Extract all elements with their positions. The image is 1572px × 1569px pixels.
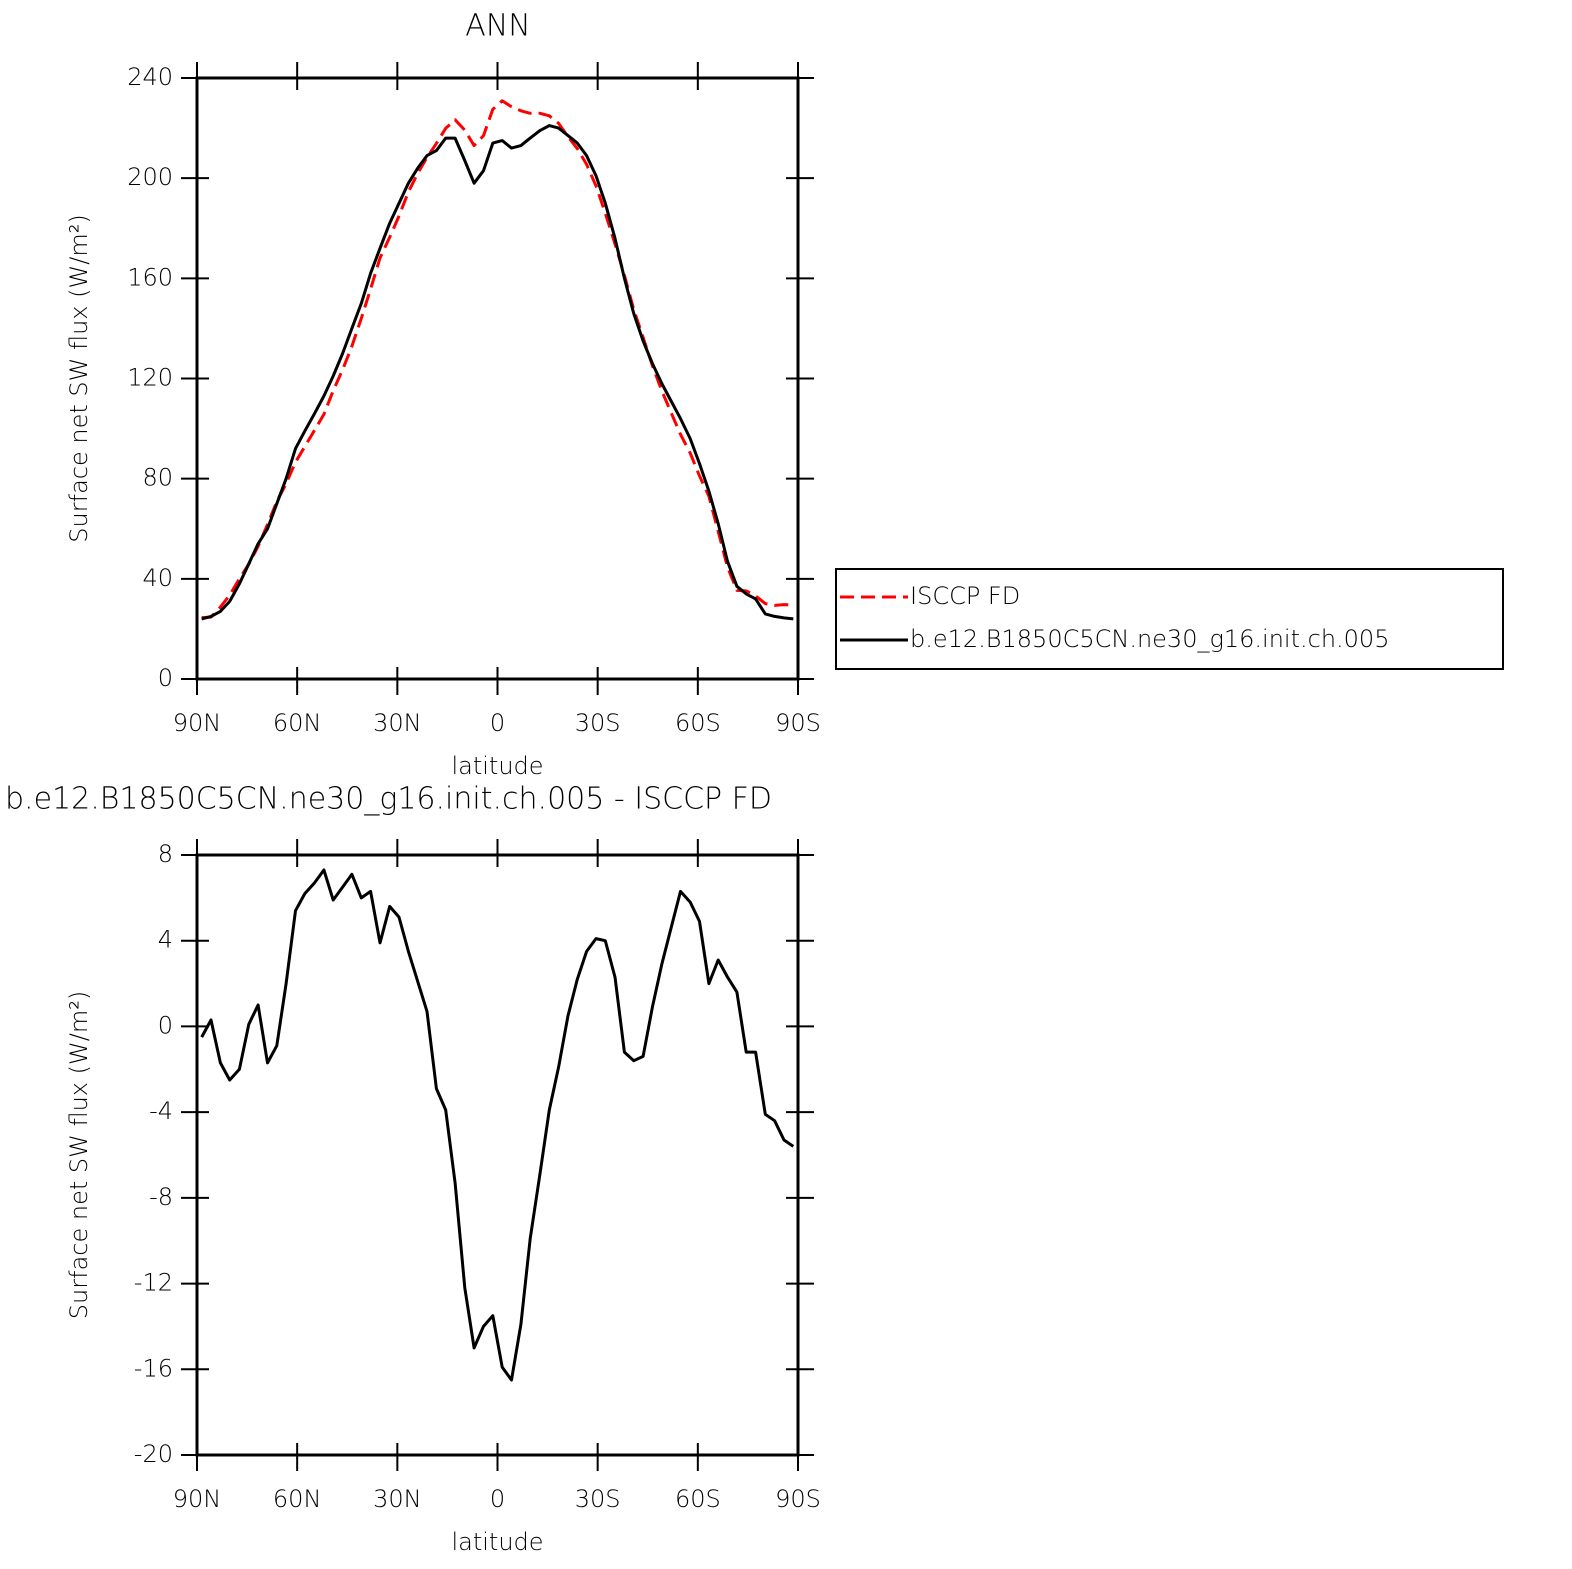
y-tick-label: -8: [149, 1183, 173, 1211]
x-axis-label: latitude: [451, 752, 543, 780]
y-tick-label: -12: [134, 1269, 173, 1297]
y-axis-label: Surface net SW flux (W/m²): [65, 991, 93, 1319]
x-tick-label: 0: [490, 709, 505, 737]
x-tick-label: 90S: [775, 1485, 821, 1513]
x-tick-label: 60N: [273, 1485, 322, 1513]
plot-frame: [195, 76, 800, 681]
y-tick-label: 4: [158, 926, 173, 954]
y-tick-label: 120: [127, 364, 173, 392]
x-tick-label: 60S: [675, 1485, 721, 1513]
legend-box: [835, 568, 1504, 670]
series-line: [201, 99, 794, 620]
y-tick-label: -16: [134, 1354, 173, 1382]
x-tick-label: 90S: [775, 709, 821, 737]
y-axis-label: Surface net SW flux (W/m²): [65, 214, 93, 542]
y-tick-label: -4: [149, 1097, 173, 1125]
y-tick-label: 200: [127, 163, 173, 191]
y-tick-label: 0: [158, 1011, 173, 1039]
y-tick-label: 160: [127, 263, 173, 291]
x-tick-label: 90N: [173, 709, 222, 737]
plot-frame: [195, 853, 800, 1457]
y-tick-label: -20: [134, 1440, 173, 1468]
y-tick-label: 80: [142, 464, 173, 492]
legend-label: ISCCP FD: [910, 582, 1020, 610]
y-tick-label: 240: [127, 63, 173, 91]
series-line: [201, 124, 794, 621]
x-axis-label: latitude: [451, 1528, 543, 1556]
x-tick-label: 60N: [273, 709, 322, 737]
y-tick-label: 40: [142, 564, 173, 592]
chart-title: ANN: [465, 9, 530, 44]
x-tick-label: 30S: [575, 1485, 621, 1513]
x-tick-label: 90N: [173, 1485, 222, 1513]
x-tick-label: 0: [490, 1485, 505, 1513]
x-tick-label: 30N: [373, 1485, 422, 1513]
x-tick-label: 30S: [575, 709, 621, 737]
y-tick-label: 0: [158, 664, 173, 692]
x-tick-label: 60S: [675, 709, 721, 737]
x-tick-label: 30N: [373, 709, 422, 737]
chart-title: b.e12.B1850C5CN.ne30_g16.init.ch.005 - I…: [5, 782, 772, 817]
y-tick-label: 8: [158, 840, 173, 868]
legend-label: b.e12.B1850C5CN.ne30_g16.init.ch.005: [910, 625, 1389, 653]
difference-line: [200, 868, 795, 1382]
